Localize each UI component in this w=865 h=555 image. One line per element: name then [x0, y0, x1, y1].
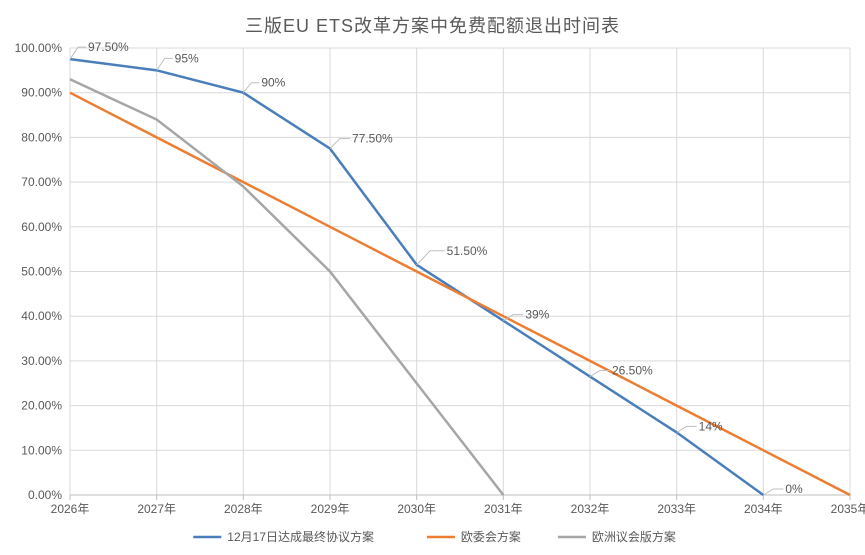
data-label: 39%	[525, 308, 549, 322]
y-tick-label: 50.00%	[21, 265, 62, 279]
legend-label-commission: 欧委会方案	[461, 529, 521, 544]
chart-title: 三版EU ETS改革方案中免费配额退出时间表	[0, 12, 865, 38]
y-tick-label: 80.00%	[21, 130, 62, 144]
y-tick-label: 40.00%	[21, 309, 62, 323]
data-label-leader	[330, 139, 350, 149]
data-label: 51.50%	[447, 244, 488, 258]
series-line-commission	[70, 93, 850, 495]
x-tick-label: 2026年	[51, 502, 90, 516]
data-label-leader	[243, 83, 259, 93]
series-line-parliament	[70, 79, 503, 495]
legend-label-parliament: 欧洲议会版方案	[592, 529, 676, 544]
x-tick-label: 2029年	[311, 502, 350, 516]
y-tick-label: 0.00%	[28, 488, 62, 502]
data-label-leader	[677, 426, 697, 432]
y-tick-label: 10.00%	[21, 443, 62, 457]
y-tick-label: 60.00%	[21, 220, 62, 234]
data-label-leader	[763, 489, 783, 495]
y-tick-label: 70.00%	[21, 175, 62, 189]
data-label: 90%	[261, 76, 285, 90]
x-tick-label: 2035年	[831, 502, 865, 516]
data-label-leader	[157, 58, 173, 70]
data-label: 14%	[699, 419, 723, 433]
data-label-leader	[417, 251, 445, 265]
data-label: 0%	[785, 482, 803, 496]
x-tick-label: 2034年	[744, 502, 783, 516]
legend: 12月17日达成最终协议方案 欧委会方案 欧洲议会版方案	[193, 529, 676, 544]
y-tick-label: 30.00%	[21, 354, 62, 368]
y-tick-label: 100.00%	[15, 41, 63, 55]
x-tick-label: 2027年	[137, 502, 176, 516]
chart-container: 三版EU ETS改革方案中免费配额退出时间表 0.00% 10.00% 20.00%…	[0, 0, 865, 555]
y-tick-label: 20.00%	[21, 399, 62, 413]
x-tick-label: 2033年	[657, 502, 696, 516]
x-tick-label: 2032年	[571, 502, 610, 516]
line-chart: 0.00% 10.00% 20.00% 30.00% 40.00% 50.00% 60.00…	[0, 0, 865, 555]
x-tick-label: 2028年	[224, 502, 263, 516]
y-tick-label: 90.00%	[21, 86, 62, 100]
data-label: 26.50%	[612, 364, 653, 378]
x-tick-label: 2031年	[484, 502, 523, 516]
data-label-leader	[70, 47, 86, 59]
data-label: 95%	[175, 51, 199, 65]
data-label-leader	[590, 371, 610, 377]
legend-label-agreement: 12月17日达成最终协议方案	[227, 529, 374, 544]
x-tick-label: 2030年	[397, 502, 436, 516]
data-label: 77.50%	[352, 132, 393, 146]
data-label: 97.50%	[88, 40, 129, 54]
